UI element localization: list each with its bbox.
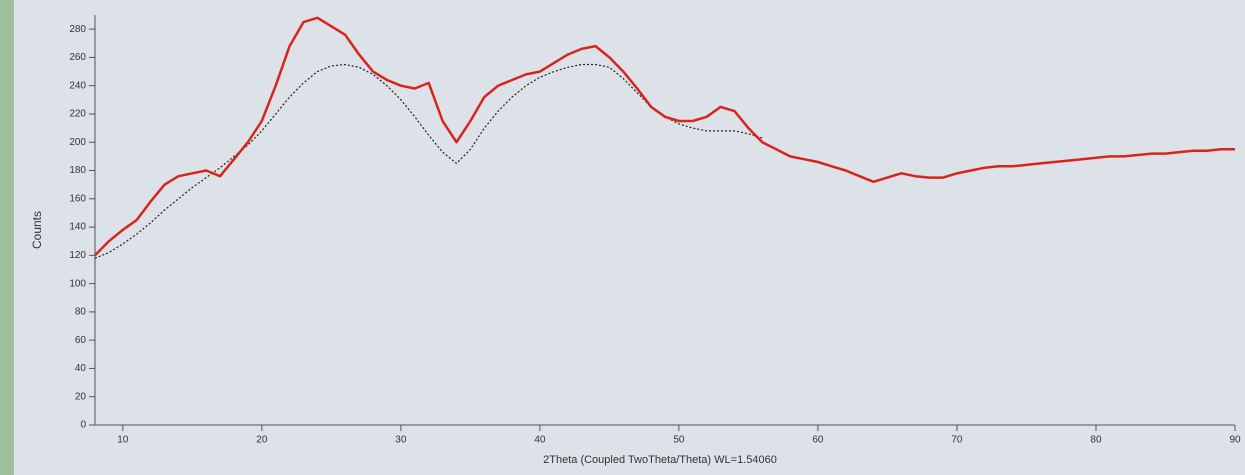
x-tick-label: 90 (1229, 435, 1241, 446)
x-tick-label: 60 (812, 435, 824, 446)
y-tick-label: 0 (80, 420, 86, 431)
data-line (94, 16, 1235, 257)
y-tick-label: 280 (69, 24, 86, 35)
y-axis-label: Counts (30, 211, 44, 249)
y-tick-label: 40 (75, 363, 87, 374)
y-tick-label: 240 (69, 80, 86, 91)
y-tick-label: 80 (75, 307, 87, 318)
x-tick-label: 50 (673, 435, 685, 446)
y-tick-label: 180 (69, 165, 86, 176)
y-tick-label: 60 (75, 335, 87, 346)
x-tick-label: 10 (117, 435, 129, 446)
y-tick-label: 200 (69, 137, 86, 148)
x-tick-label: 80 (1090, 435, 1102, 446)
y-tick-label: 260 (69, 52, 86, 63)
x-axis-label: 2Theta (Coupled TwoTheta/Theta) WL=1.540… (543, 454, 777, 466)
y-tick-label: 100 (69, 278, 86, 289)
y-tick-label: 120 (69, 250, 86, 261)
x-tick-label: 70 (951, 435, 963, 446)
y-tick-label: 220 (69, 109, 86, 120)
y-tick-label: 20 (75, 391, 87, 402)
x-tick-label: 40 (534, 435, 546, 446)
x-tick-label: 30 (395, 435, 407, 446)
window-edge (0, 0, 14, 475)
y-tick-label: 160 (69, 193, 86, 204)
y-tick-label: 140 (69, 222, 86, 233)
x-tick-label: 20 (256, 435, 268, 446)
